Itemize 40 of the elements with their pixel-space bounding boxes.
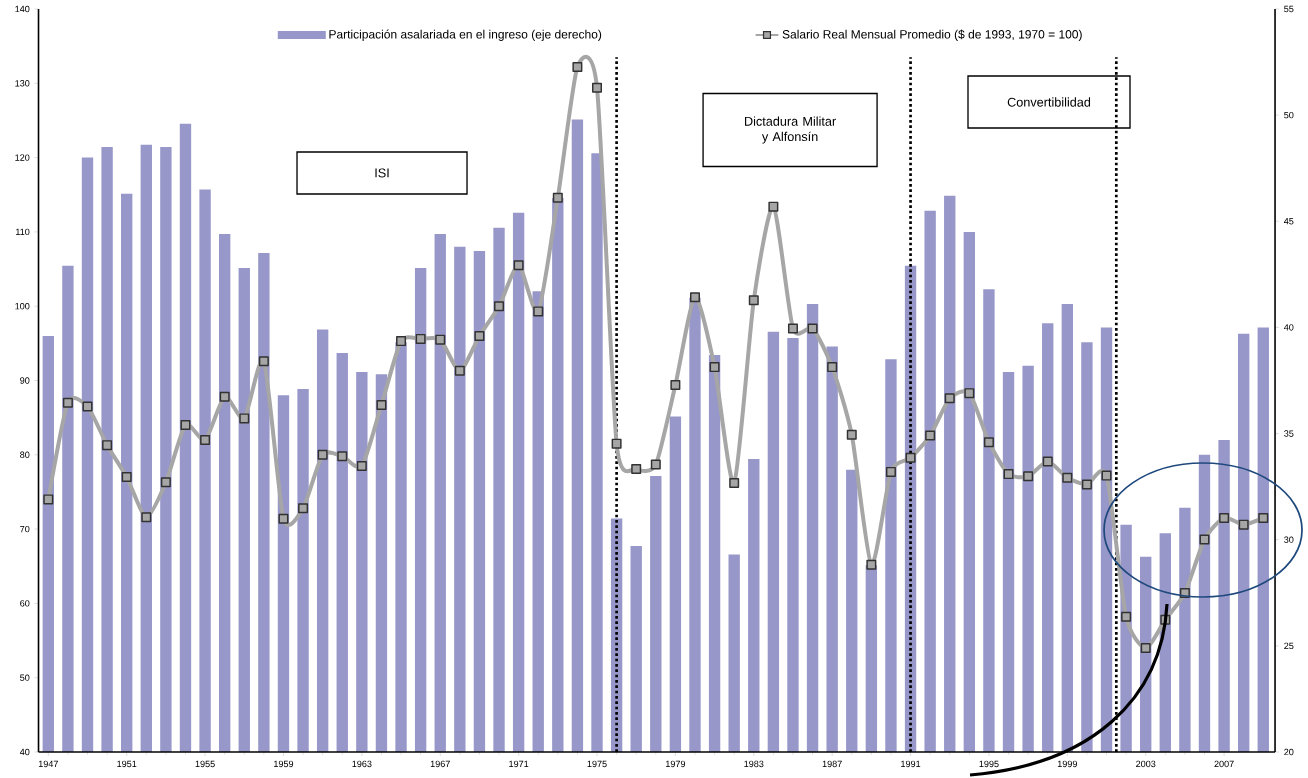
y-tick-label: 40 [19, 748, 30, 756]
annotation: ISI [375, 168, 389, 178]
x-tick-label: 2007 [1214, 760, 1234, 768]
y2-tick-label: 35 [1284, 430, 1294, 437]
x-tick-label: 1971 [509, 760, 529, 768]
x-tick-label: 1955 [195, 760, 215, 768]
annotation: Convertibilidad [1007, 97, 1091, 107]
y2-tick-label: 25 [1284, 642, 1294, 650]
x-tick-label: 1995 [979, 760, 999, 768]
y-tick-label: 100 [15, 302, 30, 310]
x-tick-label: 1963 [352, 760, 372, 768]
y-tick-label: 140 [15, 5, 30, 13]
y-tick-label: 90 [20, 377, 30, 384]
x-tick-label: 1975 [587, 760, 607, 768]
legend-label: Salario Real Mensual Promedio ($ de 1993, 1970 = 100) [782, 29, 1082, 41]
annotation: Dictadura Militar y Alfonsín [745, 116, 836, 144]
y-tick-label: 120 [15, 154, 30, 161]
x-tick-label: 1967 [430, 760, 450, 768]
legend-label: Participación asalariada en el ingreso (eje derecho) [329, 29, 602, 41]
x-tick-label: 1947 [38, 760, 58, 768]
y-tick-label: 80 [20, 451, 30, 458]
y-tick-label: 110 [16, 228, 30, 236]
y-tick-label: 130 [15, 80, 30, 87]
y2-tick-label: 45 [1283, 218, 1294, 225]
x-tick-label: 1951 [117, 760, 137, 768]
x-tick-label: 1983 [744, 760, 764, 768]
x-tick-label: 2003 [1136, 760, 1156, 768]
y2-tick-label: 20 [1284, 748, 1294, 756]
x-tick-label: 1999 [1057, 760, 1077, 768]
y2-tick-label: 30 [1284, 536, 1294, 543]
y-tick-label: 60 [20, 600, 30, 607]
y2-tick-label: 40 [1283, 324, 1294, 331]
x-tick-label: 1979 [666, 760, 686, 768]
x-tick-label: 1959 [274, 760, 294, 768]
x-tick-label: 1991 [901, 760, 921, 768]
y-tick-label: 50 [20, 674, 30, 681]
y-tick-label: 70 [20, 525, 30, 533]
y2-tick-label: 55 [1284, 5, 1294, 13]
y2-tick-label: 50 [1284, 111, 1294, 119]
x-tick-label: 1987 [822, 760, 842, 768]
